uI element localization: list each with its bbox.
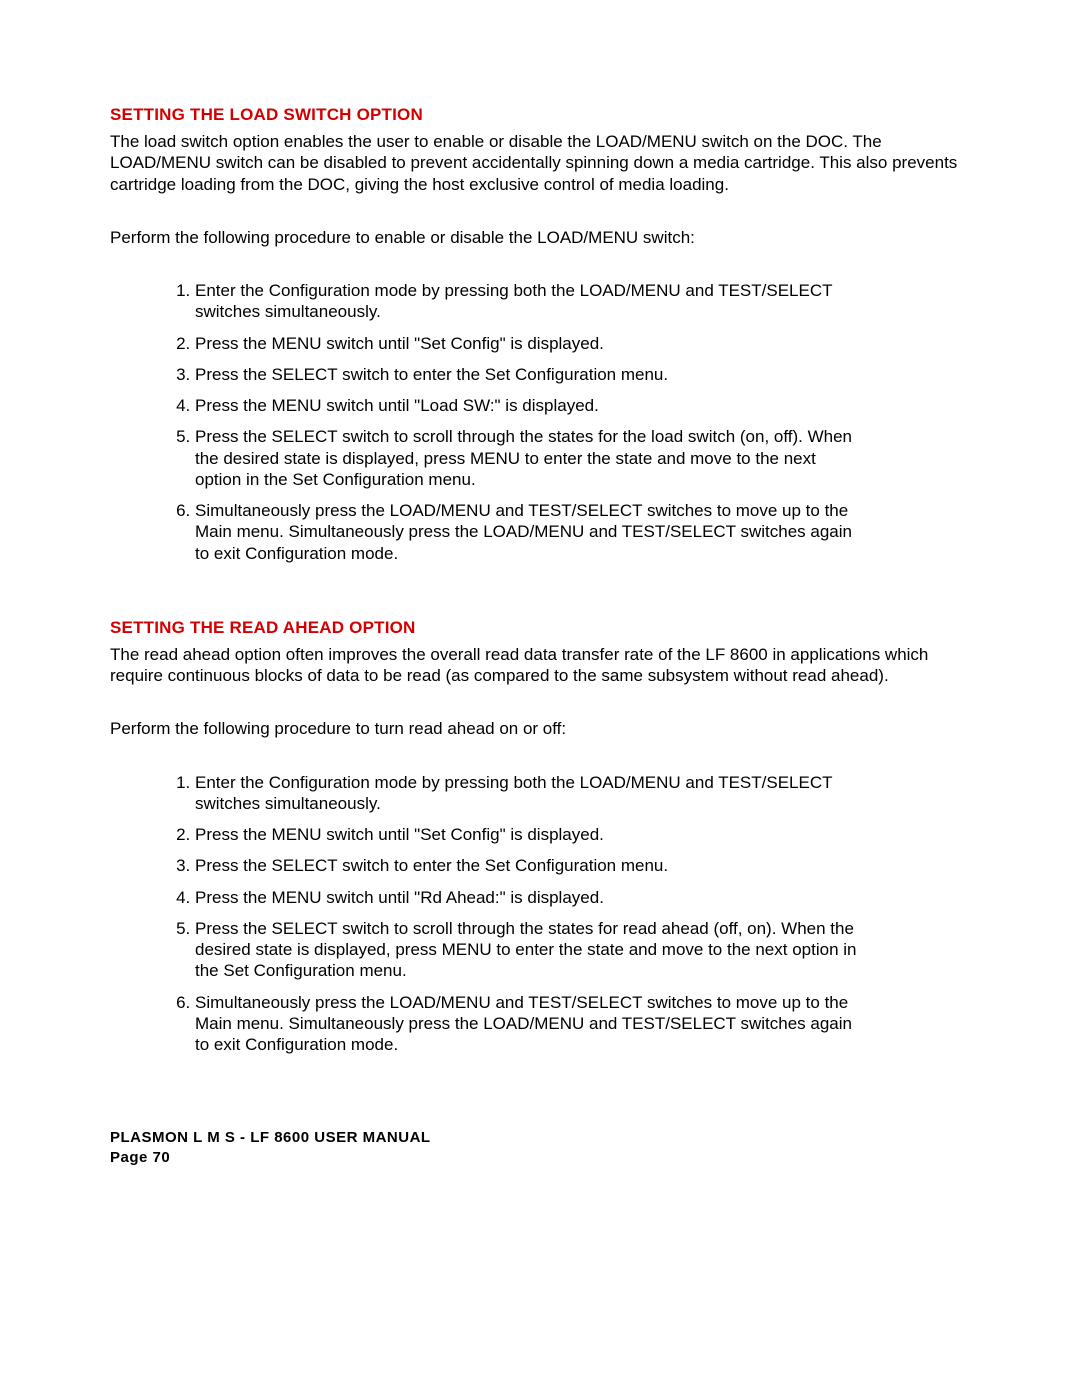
section2-para1: The read ahead option often improves the… — [110, 644, 970, 687]
list-item: Press the SELECT switch to scroll throug… — [195, 918, 970, 982]
page-footer: PLASMON L M S - LF 8600 USER MANUAL Page… — [110, 1128, 431, 1167]
list-item: Press the SELECT switch to scroll throug… — [195, 426, 970, 490]
list-item: Press the SELECT switch to enter the Set… — [195, 364, 970, 385]
list-item: Press the MENU switch until "Rd Ahead:" … — [195, 887, 970, 908]
list-item: Enter the Configuration mode by pressing… — [195, 772, 970, 815]
section1-heading: SETTING THE LOAD SWITCH OPTION — [110, 105, 970, 125]
footer-manual-title: PLASMON L M S - LF 8600 USER MANUAL — [110, 1128, 431, 1148]
list-item: Enter the Configuration mode by pressing… — [195, 280, 970, 323]
list-item: Simultaneously press the LOAD/MENU and T… — [195, 992, 970, 1056]
footer-page-number: Page 70 — [110, 1148, 431, 1168]
list-item: Press the MENU switch until "Set Config"… — [195, 333, 970, 354]
section2-para2: Perform the following procedure to turn … — [110, 718, 970, 739]
section1-para2: Perform the following procedure to enabl… — [110, 227, 970, 248]
section1-para1: The load switch option enables the user … — [110, 131, 970, 195]
document-page: SETTING THE LOAD SWITCH OPTION The load … — [0, 0, 1080, 1397]
list-item: Press the MENU switch until "Load SW:" i… — [195, 395, 970, 416]
list-item: Simultaneously press the LOAD/MENU and T… — [195, 500, 970, 564]
section1-steps: Enter the Configuration mode by pressing… — [110, 280, 970, 564]
section2-steps: Enter the Configuration mode by pressing… — [110, 772, 970, 1056]
list-item: Press the SELECT switch to enter the Set… — [195, 855, 970, 876]
section2-heading: SETTING THE READ AHEAD OPTION — [110, 618, 970, 638]
list-item: Press the MENU switch until "Set Config"… — [195, 824, 970, 845]
